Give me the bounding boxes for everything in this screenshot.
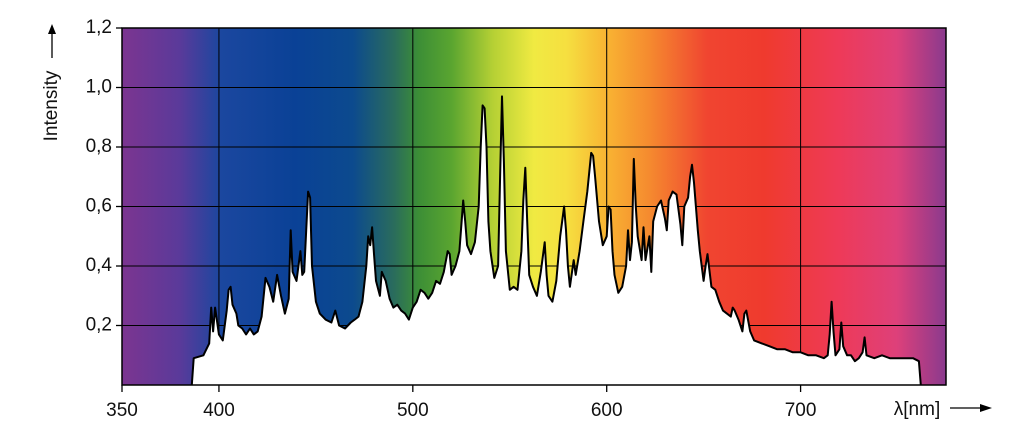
x-axis-label: λ[nm] bbox=[894, 399, 940, 420]
x-tick-label: 400 bbox=[203, 400, 235, 421]
x-axis-arrow bbox=[950, 404, 992, 412]
y-tick-label: 1,2 bbox=[86, 17, 112, 38]
x-tick-label: 600 bbox=[591, 400, 623, 421]
y-axis-arrow bbox=[48, 24, 56, 58]
y-tick-label: 0,6 bbox=[86, 196, 112, 217]
x-tick-label: 350 bbox=[106, 400, 138, 421]
x-tick-label: 500 bbox=[397, 400, 429, 421]
y-tick-label: 0,8 bbox=[86, 136, 112, 157]
spectrum-area bbox=[191, 96, 921, 386]
y-axis-label: Intensity bbox=[41, 70, 62, 141]
x-tick-label: 700 bbox=[785, 400, 817, 421]
spectrum-line bbox=[190, 95, 922, 386]
y-tick-label: 0,4 bbox=[86, 255, 113, 276]
y-tick-label: 1,0 bbox=[86, 77, 112, 98]
y-tick-label: 0,2 bbox=[86, 315, 112, 336]
